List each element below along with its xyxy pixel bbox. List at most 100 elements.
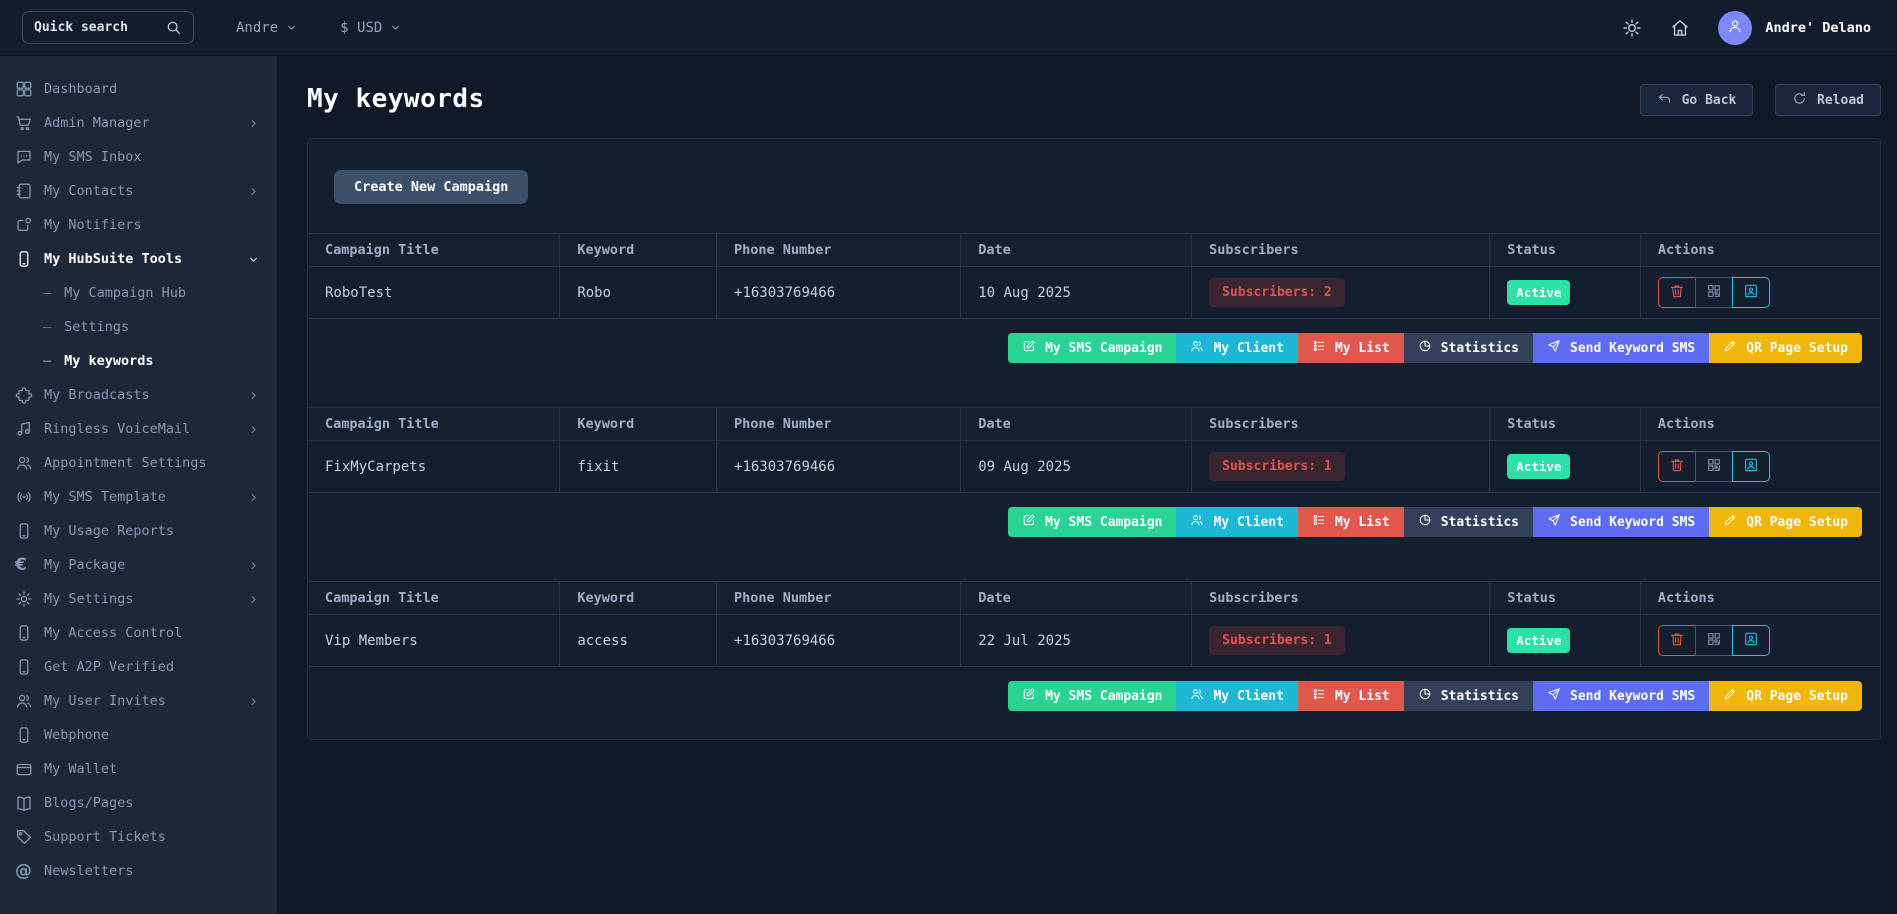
sidebar-item-my-package[interactable]: € My Package [0, 548, 277, 582]
my-sms-campaign-button[interactable]: My SMS Campaign [1008, 333, 1177, 363]
currency-menu[interactable]: $ USD [340, 20, 402, 36]
statistics-button[interactable]: Statistics [1403, 507, 1534, 537]
sidebar-item-label: Webphone [44, 727, 110, 743]
subscriber-list-button[interactable] [1731, 451, 1770, 482]
send-icon [1547, 687, 1561, 705]
sidebar-item-support-tickets[interactable]: Support Tickets [0, 820, 277, 854]
send-keyword-sms-button[interactable]: Send Keyword SMS [1533, 507, 1710, 537]
sidebar-item-my-notifiers[interactable]: My Notifiers [0, 208, 277, 242]
my-client-button[interactable]: My Client [1176, 333, 1298, 363]
statistics-button[interactable]: Statistics [1403, 681, 1534, 711]
notifier-icon [15, 216, 33, 234]
delete-button[interactable] [1657, 451, 1696, 482]
sidebar-item-ringless-voicemail[interactable]: Ringless VoiceMail [0, 412, 277, 446]
sidebar-subitem-my-keywords[interactable]: — My keywords [0, 344, 277, 378]
puzzle-icon [15, 386, 33, 404]
contact-card-icon [1743, 457, 1759, 476]
subscriber-list-button[interactable] [1731, 625, 1770, 656]
my-client-button[interactable]: My Client [1176, 681, 1298, 711]
statistics-button[interactable]: Statistics [1403, 333, 1534, 363]
reload-button[interactable]: Reload [1775, 84, 1881, 116]
row-icon-actions [1657, 625, 1770, 656]
campaign-table-groups: Campaign Title Keyword Phone Number Date Sub… [308, 233, 1880, 711]
account-menu[interactable]: Andre [236, 20, 298, 36]
sidebar-item-get-a2p-verified[interactable]: Get A2P Verified [0, 650, 277, 684]
chevron-right-icon [247, 593, 260, 606]
sidebar-subitem-label: Settings [64, 319, 130, 335]
sidebar-item-webphone[interactable]: Webphone [0, 718, 277, 752]
sidebar-item-my-broadcasts[interactable]: My Broadcasts [0, 378, 277, 412]
qr-page-setup-button[interactable]: QR Page Setup [1709, 333, 1862, 363]
phone-icon [15, 624, 33, 642]
wallet-icon [15, 760, 33, 778]
cell-subscribers: Subscribers: 2 [1192, 267, 1491, 318]
sidebar-item-blogs-pages[interactable]: Blogs/Pages [0, 786, 277, 820]
my-client-button[interactable]: My Client [1176, 507, 1298, 537]
action-button-label: QR Page Setup [1746, 514, 1848, 530]
delete-button[interactable] [1657, 625, 1696, 656]
sidebar-item-appointment-settings[interactable]: Appointment Settings [0, 446, 277, 480]
action-button-label: Send Keyword SMS [1570, 514, 1696, 530]
column-header-actions: Actions [1657, 590, 1715, 606]
search-input[interactable] [34, 20, 165, 35]
campaign-action-row: My SMS Campaign My Client My List Statistic… [308, 507, 1862, 537]
users-icon [15, 454, 33, 472]
qr-page-setup-button[interactable]: QR Page Setup [1709, 681, 1862, 711]
topbar: Andre $ USD Andre' Delano [0, 0, 1897, 56]
sidebar-item-dashboard[interactable]: Dashboard [0, 72, 277, 106]
qr-code-button[interactable] [1694, 277, 1733, 308]
sidebar-item-label: My Wallet [44, 761, 118, 777]
delete-button[interactable] [1657, 277, 1696, 308]
qr-code-icon [1706, 457, 1722, 476]
my-list-button[interactable]: My List [1297, 507, 1404, 537]
chevron-down-icon [389, 21, 402, 34]
cell-campaign-title: RoboTest [308, 267, 561, 318]
subscribers-badge: Subscribers: 2 [1209, 278, 1345, 307]
my-list-button[interactable]: My List [1297, 681, 1404, 711]
column-header-keyword: Keyword [560, 582, 718, 614]
theme-toggle-button[interactable] [1622, 18, 1642, 38]
my-list-button[interactable]: My List [1297, 333, 1404, 363]
go-back-button[interactable]: Go Back [1639, 84, 1754, 116]
sidebar-item-admin-manager[interactable]: Admin Manager [0, 106, 277, 140]
sidebar-item-my-user-invites[interactable]: My User Invites [0, 684, 277, 718]
grid-icon [15, 80, 33, 98]
user-name[interactable]: Andre' Delano [1765, 19, 1871, 36]
sidebar-subitem-my-campaign-hub[interactable]: — My Campaign Hub [0, 276, 277, 310]
sidebar-item-my-usage-reports[interactable]: My Usage Reports [0, 514, 277, 548]
action-button-label: My List [1334, 688, 1390, 704]
sidebar-subitem-label: My Campaign Hub [64, 285, 187, 301]
sidebar-item-label: Newsletters [44, 863, 134, 879]
sidebar-item-label: My SMS Template [44, 489, 166, 505]
send-keyword-sms-button[interactable]: Send Keyword SMS [1533, 681, 1710, 711]
sidebar-item-my-contacts[interactable]: My Contacts [0, 174, 277, 208]
chat-icon [15, 148, 33, 166]
cell-phone-number: +16303769466 [717, 267, 962, 318]
sidebar-item-newsletters[interactable]: @ Newsletters [0, 854, 277, 888]
sidebar-item-my-hubsuite-tools[interactable]: My HubSuite Tools [0, 242, 277, 276]
qr-code-button[interactable] [1694, 625, 1733, 656]
quick-search-box[interactable] [22, 11, 194, 44]
create-campaign-button[interactable]: Create New Campaign [334, 170, 529, 204]
send-keyword-sms-button[interactable]: Send Keyword SMS [1533, 333, 1710, 363]
sidebar-item-my-sms-template[interactable]: My SMS Template [0, 480, 277, 514]
sidebar-item-my-sms-inbox[interactable]: My SMS Inbox [0, 140, 277, 174]
sidebar-item-label: My Usage Reports [44, 523, 175, 539]
row-icon-actions [1657, 277, 1770, 308]
sidebar-subitem-settings[interactable]: — Settings [0, 310, 277, 344]
sidebar-item-my-wallet[interactable]: My Wallet [0, 752, 277, 786]
action-button-label: My SMS Campaign [1045, 688, 1163, 704]
sidebar-item-my-settings[interactable]: My Settings [0, 582, 277, 616]
subscriber-list-button[interactable] [1731, 277, 1770, 308]
cell-campaign-title: FixMyCarpets [308, 441, 561, 492]
home-button[interactable] [1670, 18, 1690, 38]
campaign-action-row: My SMS Campaign My Client My List Statistic… [308, 333, 1862, 363]
qr-code-button[interactable] [1694, 451, 1733, 482]
avatar[interactable] [1718, 10, 1753, 45]
table-row: Vip Members access +16303769466 22 Jul 2025… [308, 615, 1880, 667]
sidebar-item-label: Admin Manager [44, 115, 150, 131]
qr-page-setup-button[interactable]: QR Page Setup [1709, 507, 1862, 537]
sidebar-item-my-access-control[interactable]: My Access Control [0, 616, 277, 650]
my-sms-campaign-button[interactable]: My SMS Campaign [1008, 681, 1177, 711]
my-sms-campaign-button[interactable]: My SMS Campaign [1008, 507, 1177, 537]
